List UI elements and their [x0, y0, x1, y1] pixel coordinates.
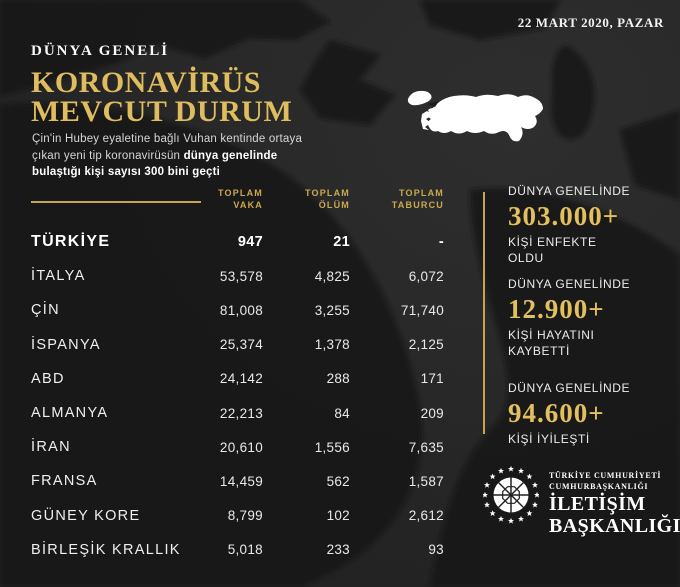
country-stat-value: 1,587 — [408, 473, 444, 489]
stat-caption: KİŞİ İYİLEŞTİ — [508, 432, 590, 446]
stat-label-top: DÜNYA GENELİNDE — [508, 381, 631, 395]
country-stat-value: 233 — [326, 542, 350, 558]
table-row: İSPANYA 25,374 1,378 2,125 — [31, 328, 444, 362]
country-stat-value: 81,008 — [219, 302, 263, 318]
country-name: ABD — [31, 370, 65, 387]
country-stat-value: 947 — [237, 234, 263, 251]
table-header-row: TOPLAM VAKA TOPLAM ÖLÜM TOPLAM TABURCU — [31, 186, 444, 214]
stat-block-recovered: DÜNYA GENELİNDE 94.600+ KİŞİ İYİLEŞTİ — [508, 381, 660, 448]
country-stat-value: 93 — [428, 542, 444, 558]
country-name: İTALYA — [31, 268, 86, 285]
table-row: İTALYA 53,578 4,825 6,072 — [31, 259, 444, 293]
country-stat-value: 6,072 — [408, 268, 444, 284]
country-name: BİRLEŞİK KRALLIK — [31, 541, 181, 558]
stat-caption: KİŞİ HAYATINI KAYBETTİ — [508, 328, 595, 358]
stat-caption: KİŞİ ENFEKTE OLDU — [508, 235, 597, 265]
date-label: 22 MART 2020, PAZAR — [517, 15, 664, 30]
subtitle-line-1: Çin'in Hubey eyaletine bağlı Vuhan kenti… — [32, 133, 303, 145]
subtitle-line-2: çıkan yeni tip koronavirüsün dünya genel… — [32, 149, 278, 162]
country-stats-table: TOPLAM VAKA TOPLAM ÖLÜM TOPLAM TABURCU TÜRK… — [31, 186, 444, 567]
kicker-label: DÜNYA GENELİ — [31, 43, 170, 59]
column-header-taburcu: TOPLAM TABURCU — [391, 188, 444, 210]
table-header-spacer — [31, 186, 201, 214]
title-line-1: KORONAVİRÜS — [31, 66, 261, 99]
country-stat-value: 20,610 — [219, 439, 263, 455]
presidency-emblem-icon — [483, 465, 539, 524]
country-name: İRAN — [31, 439, 71, 456]
page-title: KORONAVİRÜS MEVCUT DURUM — [31, 66, 293, 128]
country-stat-value: 1,556 — [314, 439, 350, 455]
stat-value: 94.600+ — [508, 398, 605, 428]
table-row: ALMANYA 22,213 84 209 — [31, 396, 444, 430]
country-name: ÇİN — [31, 302, 60, 319]
country-stat-value: 24,142 — [219, 371, 263, 387]
country-stat-value: 7,635 — [408, 439, 444, 455]
country-stat-value: 21 — [333, 234, 350, 251]
country-stat-value: 8,799 — [227, 508, 263, 524]
country-stat-value: 14,459 — [219, 473, 263, 489]
country-stat-value: 2,125 — [408, 337, 444, 353]
table-row: ÇİN 81,008 3,255 71,740 — [31, 293, 444, 327]
table-row: İRAN 20,610 1,556 7,635 — [31, 430, 444, 464]
table-row: GÜNEY KORE 8,799 102 2,612 — [31, 499, 444, 533]
country-stat-value: 71,740 — [400, 302, 444, 318]
country-name: İSPANYA — [31, 336, 101, 353]
logo-line-4: BAŞKANLIĞI — [549, 514, 680, 537]
stat-block-infected: DÜNYA GENELİNDE 303.000+ KİŞİ ENFEKTE OL… — [508, 184, 660, 266]
gold-vertical-line — [483, 192, 485, 434]
logo-line-2: CUMHURBAŞKANLIĞI — [549, 481, 649, 491]
country-stat-value: 25,374 — [219, 337, 263, 353]
table-row: FRANSA 14,459 562 1,587 — [31, 464, 444, 498]
column-header-olum: TOPLAM ÖLÜM — [304, 188, 350, 210]
logo-line-1: TÜRKİYE CUMHURİYETİ — [549, 471, 662, 480]
turkey-map-silhouette — [407, 90, 543, 142]
country-name: FRANSA — [31, 473, 98, 490]
country-stat-value: 4,825 — [314, 268, 350, 284]
country-stat-value: 84 — [334, 405, 350, 421]
country-stat-value: 288 — [326, 371, 350, 387]
table-row: ABD 24,142 288 171 — [31, 362, 444, 396]
country-stat-value: 22,213 — [219, 405, 263, 421]
country-stat-value: 5,018 — [227, 542, 263, 558]
stat-block-deaths: DÜNYA GENELİNDE 12.900+ KİŞİ HAYATINI KA… — [508, 277, 660, 359]
stat-value: 12.900+ — [508, 294, 605, 324]
country-stat-value: 2,612 — [408, 508, 444, 524]
stat-value: 303.000+ — [508, 201, 620, 231]
country-stat-value: 53,578 — [219, 268, 263, 284]
column-header-vaka: TOPLAM VAKA — [217, 188, 263, 210]
country-table-rows: TÜRKİYE 947 21 - İTALYA 53,578 4,825 6,072 ÇİN 81… — [31, 225, 444, 567]
stat-label-top: DÜNYA GENELİNDE — [508, 184, 631, 198]
country-stat-value: 209 — [420, 405, 444, 421]
subtitle-line-3: bulaştığı kişi sayısı 300 bini geçti — [32, 166, 221, 178]
iletisim-baskanligi-logo: TÜRKİYE CUMHURİYETİ CUMHURBAŞKANLIĞI İLE… — [483, 464, 680, 535]
logo-line-3: İLETİŞİM — [549, 493, 646, 515]
country-name: GÜNEY KORE — [31, 507, 141, 524]
table-row: TÜRKİYE 947 21 - — [31, 225, 444, 259]
country-name: TÜRKİYE — [31, 233, 111, 251]
gold-divider-line — [31, 201, 201, 203]
country-stat-value: - — [438, 234, 444, 251]
stat-label-top: DÜNYA GENELİNDE — [508, 277, 631, 291]
country-stat-value: 102 — [326, 508, 350, 524]
subtitle-text: Çin'in Hubey eyaletine bağlı Vuhan kenti… — [32, 131, 302, 181]
country-stat-value: 1,378 — [314, 337, 350, 353]
country-stat-value: 562 — [326, 473, 350, 489]
table-row: BİRLEŞİK KRALLIK 5,018 233 93 — [31, 533, 444, 567]
logo-text-block: TÜRKİYE CUMHURİYETİ CUMHURBAŞKANLIĞI İLE… — [549, 464, 680, 535]
country-stat-value: 171 — [420, 371, 444, 387]
title-line-2: MEVCUT DURUM — [31, 95, 293, 128]
country-name: ALMANYA — [31, 405, 109, 422]
header-block: DÜNYA GENELİ KORONAVİRÜS MEVCUT DURUM — [31, 43, 293, 128]
country-stat-value: 3,255 — [314, 302, 350, 318]
